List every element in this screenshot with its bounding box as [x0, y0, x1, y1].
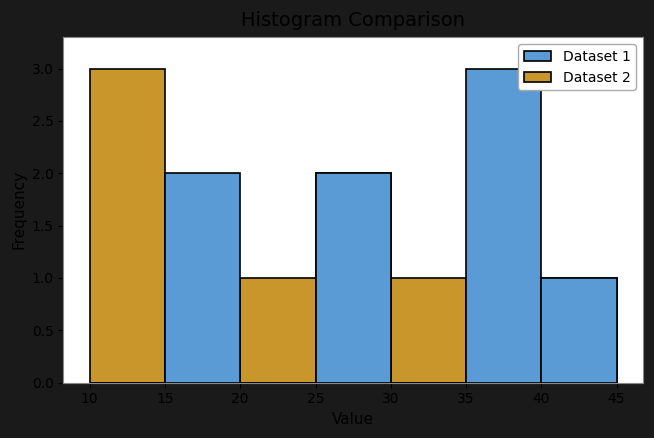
Bar [542, 278, 617, 383]
X-axis label: Value: Value [332, 412, 374, 427]
Bar [466, 69, 542, 383]
Bar [165, 278, 240, 383]
Bar [90, 69, 165, 383]
Bar [315, 173, 391, 383]
Bar [391, 278, 466, 383]
Bar [165, 173, 240, 383]
Bar [315, 173, 391, 383]
Bar [542, 278, 617, 383]
Bar [466, 278, 542, 383]
Title: Histogram Comparison: Histogram Comparison [241, 11, 465, 30]
Y-axis label: Frequency: Frequency [11, 170, 26, 250]
Legend: Dataset 1, Dataset 2: Dataset 1, Dataset 2 [518, 44, 636, 90]
Bar [240, 278, 315, 383]
